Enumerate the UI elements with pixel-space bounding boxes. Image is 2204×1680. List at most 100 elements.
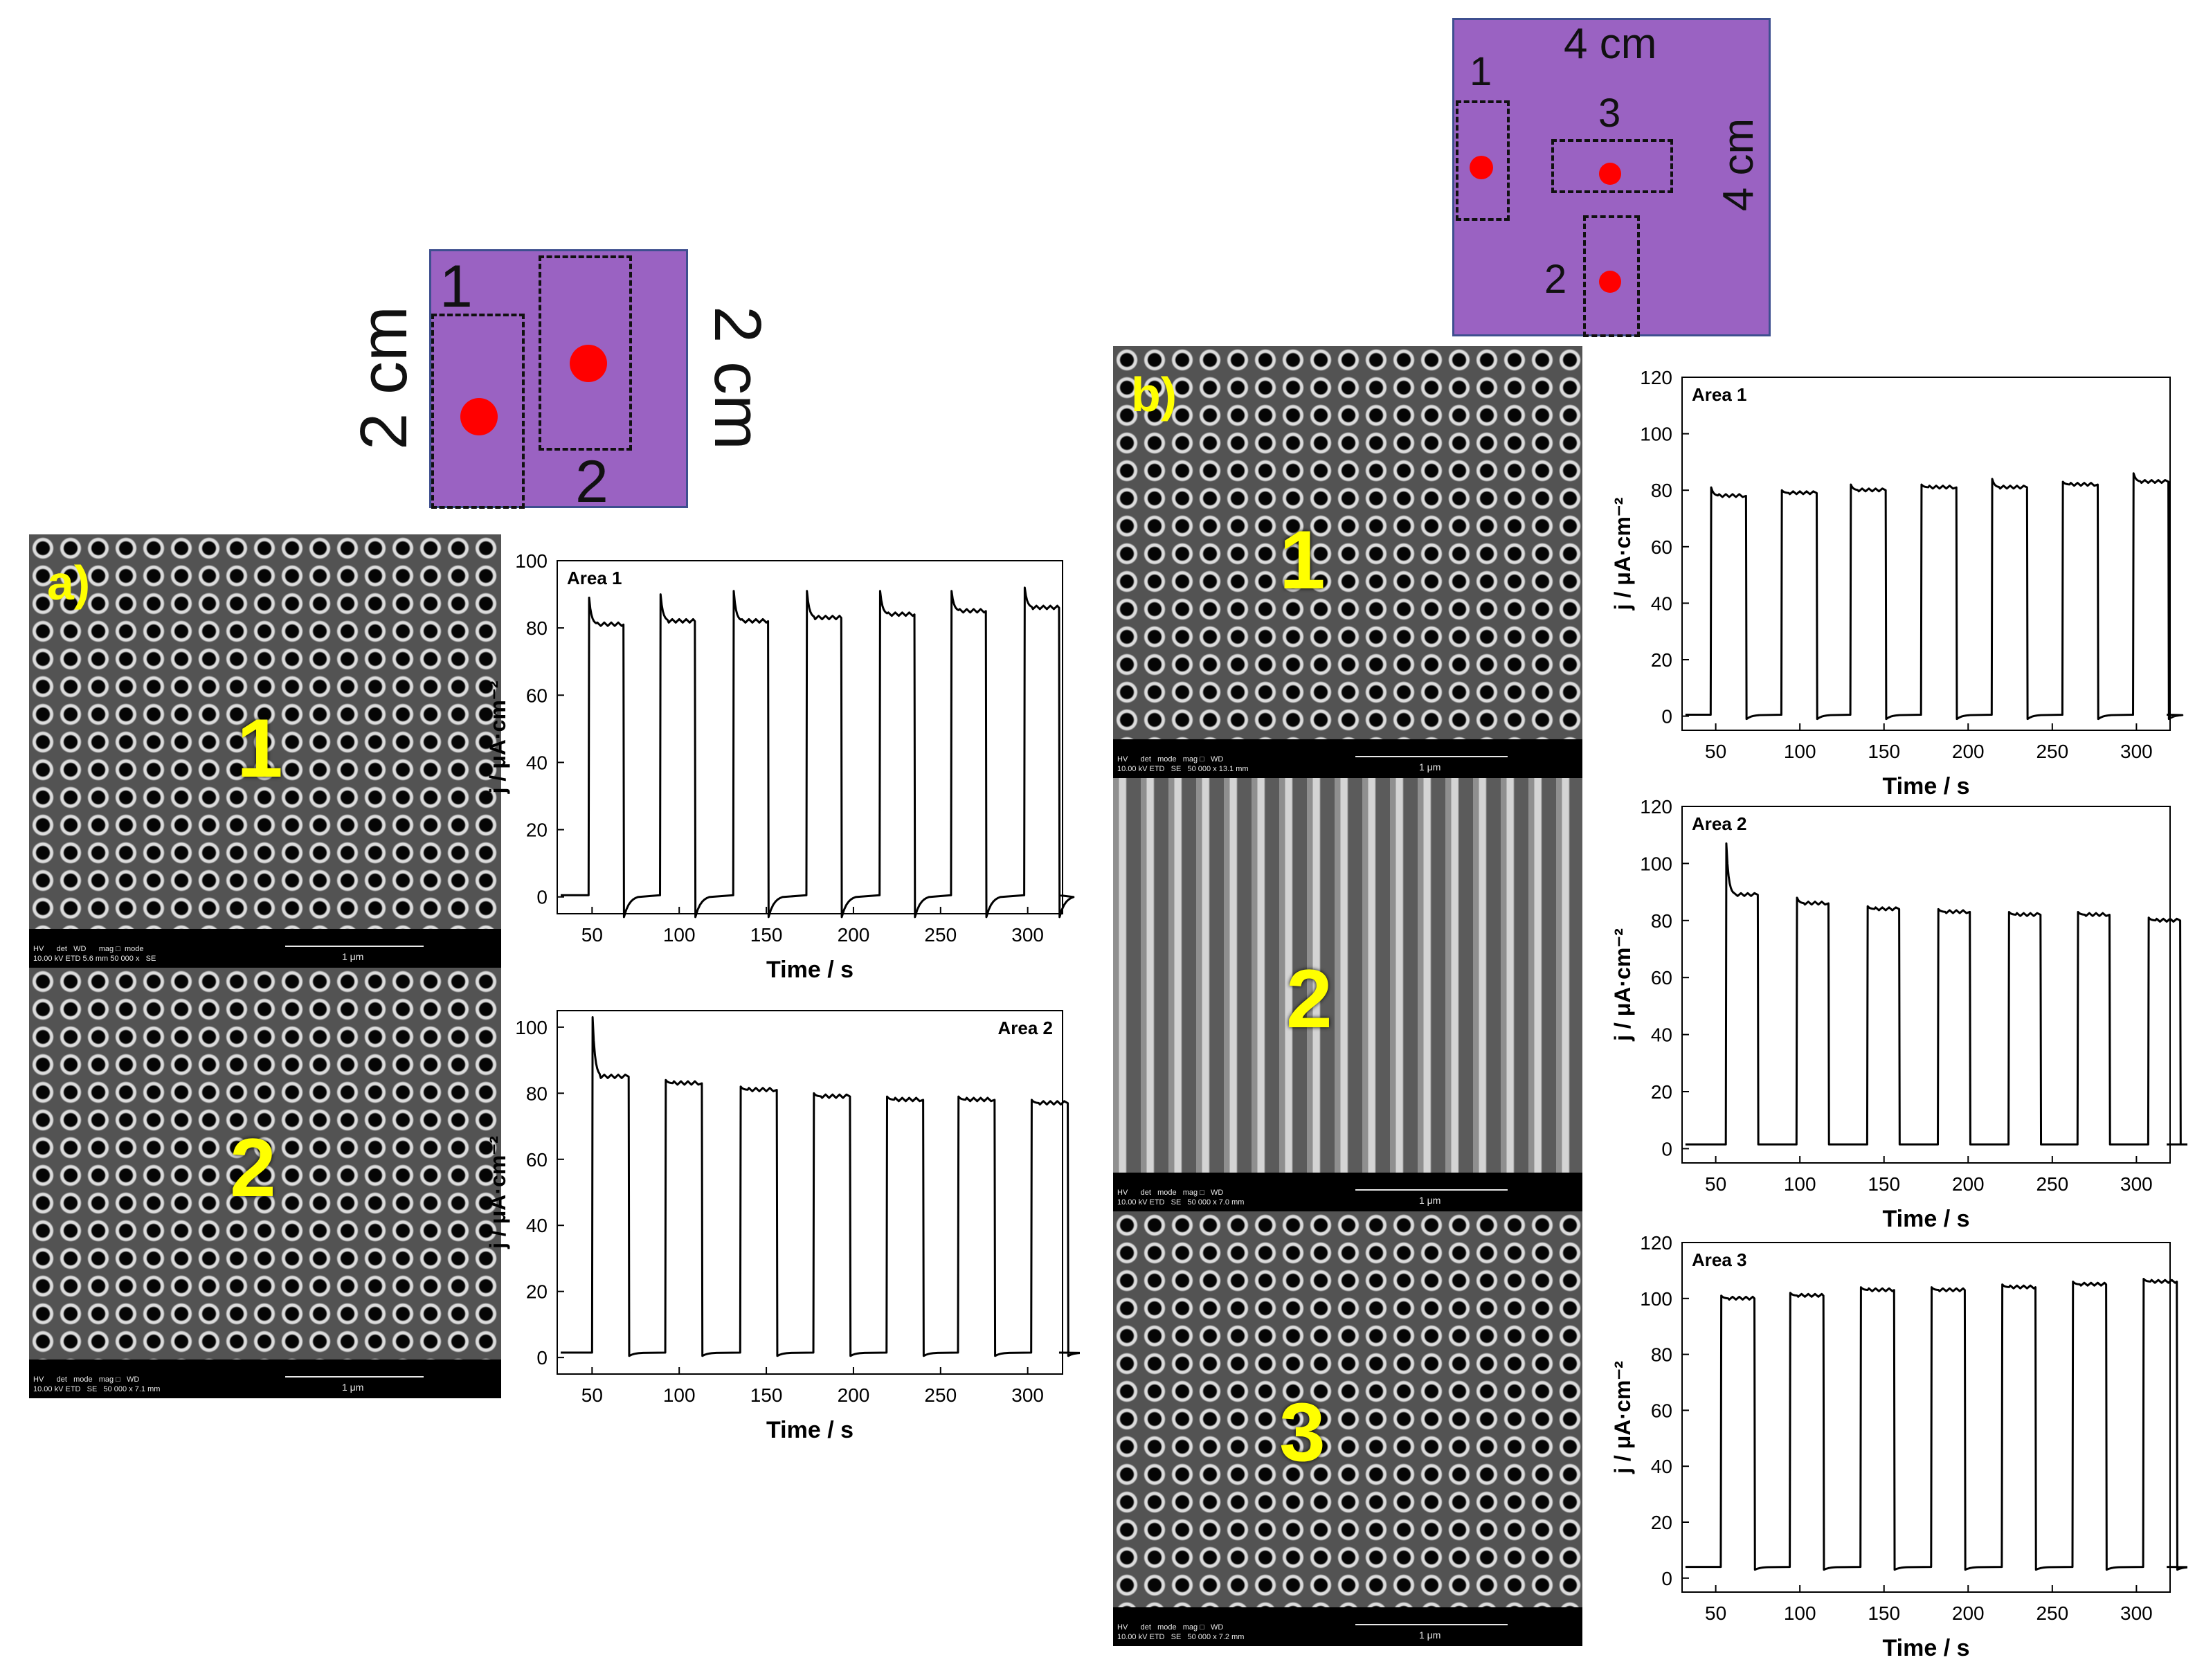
x-tick-label: 300 (1011, 1384, 1044, 1406)
y-tick-label: 60 (526, 685, 548, 706)
x-tick-label: 100 (663, 1384, 696, 1406)
plot-frame (1681, 806, 2171, 1164)
x-axis-label: Time / s (766, 957, 853, 983)
sem-image-a-area-2: HV det mode mag □ WD 10.00 kV ETD SE 50 … (29, 968, 501, 1398)
x-tick-label: 150 (750, 924, 783, 946)
x-tick-label: 200 (838, 1384, 870, 1406)
sem-image-b-area-1: HV det mode mag □ WD 10.00 kV ETD SE 50 … (1113, 346, 1582, 778)
x-tick-label: 200 (838, 924, 870, 946)
panel-a-label: a) (47, 556, 91, 610)
chart-b-area-2: 50 100 150 200 250 300 0 20 40 60 80 100 120 Time / s… (1610, 796, 2187, 1232)
x-tick-label: 150 (1868, 1602, 1900, 1624)
x-tick-label: 50 (1705, 1602, 1726, 1624)
y-tick-label: 40 (1651, 1456, 1672, 1477)
y-tick-label: 60 (526, 1149, 548, 1171)
x-tick-label: 100 (1784, 1173, 1816, 1195)
chart-title: Area 1 (1692, 384, 1747, 405)
sem-info-bar: HV det mode mag □ WD 10.00 kV ETD SE 50 … (1113, 1173, 1582, 1211)
diagram-a-right-dimension: 2 cm (701, 305, 775, 451)
y-tick-label: 60 (1651, 536, 1672, 558)
y-tick-label: 20 (526, 1281, 548, 1303)
y-axis-label: j / μA·cm⁻² (1610, 1361, 1635, 1474)
x-tick-label: 300 (1011, 924, 1044, 946)
x-tick-label: 100 (1784, 741, 1816, 762)
area-number-2: 2 (230, 1121, 276, 1214)
x-tick-label: 300 (2120, 741, 2153, 762)
sem-image-b-area-2: HV det mode mag □ WD 10.00 kV ETD SE 50 … (1113, 778, 1582, 1211)
measurement-point-2 (570, 345, 607, 382)
y-tick-label: 20 (526, 820, 548, 841)
sem-info-text: HV det mode mag □ WD 10.00 kV ETD SE 50 … (1117, 1623, 1245, 1641)
chart-a-area-2: 50 100 150 200 250 300 0 20 40 60 80 100 Time / s j /… (485, 1010, 1080, 1443)
y-tick-label: 60 (1651, 1400, 1672, 1421)
x-axis-label: Time / s (766, 1417, 853, 1443)
x-tick-label: 150 (750, 1384, 783, 1406)
scale-bar-label: 1 μm (1419, 1195, 1441, 1206)
x-tick-label: 50 (581, 1384, 603, 1406)
y-tick-label: 40 (526, 1215, 548, 1236)
area-number-1: 1 (1279, 514, 1326, 606)
x-tick-label: 150 (1868, 741, 1900, 762)
sem-info-text: HV det mode mag □ WD 10.00 kV ETD SE 50 … (1117, 755, 1249, 773)
zone-2-outline (539, 255, 632, 451)
y-tick-label: 80 (1651, 1344, 1672, 1366)
zone-1-label: 1 (1470, 49, 1492, 94)
sem-info-bar: HV det mode mag □ WD 10.00 kV ETD SE 50 … (1113, 739, 1582, 778)
y-tick-label: 60 (1651, 967, 1672, 988)
x-tick-label: 300 (2120, 1602, 2153, 1624)
scale-bar-label: 1 μm (342, 1382, 364, 1393)
x-tick-label: 100 (663, 924, 696, 946)
zone-2-label: 2 (1544, 257, 1567, 302)
area-number-3: 3 (1279, 1386, 1326, 1479)
photocurrent-series (561, 586, 1075, 919)
x-axis-label: Time / s (1883, 1635, 1970, 1661)
zone-3-outline (1551, 139, 1673, 193)
x-tick-label: 250 (2036, 1602, 2068, 1624)
chart-b-area-1: 50 100 150 200 250 300 0 20 40 60 80 100 120 Time / s… (1610, 367, 2184, 800)
y-axis-label: j / μA·cm⁻² (485, 681, 510, 795)
sem-info-text: HV det mode mag □ WD 10.00 kV ETD SE 50 … (1117, 1189, 1245, 1207)
y-tick-label: 100 (1640, 424, 1672, 445)
zone-1-label: 1 (440, 253, 473, 320)
nanotube-texture (29, 968, 501, 1360)
y-tick-label: 40 (1651, 1024, 1672, 1046)
sem-info-text: HV det mode mag □ WD 10.00 kV ETD SE 50 … (33, 1375, 161, 1393)
nanotube-texture (1113, 778, 1582, 1173)
y-tick-label: 120 (1640, 367, 1672, 388)
y-tick-label: 40 (526, 752, 548, 773)
y-tick-label: 100 (515, 550, 548, 572)
sem-info-text: HV det WD mag □ mode 10.00 kV ETD 5.6 mm… (33, 945, 156, 963)
x-axis-label: Time / s (1883, 1206, 1970, 1232)
scale-bar-label: 1 μm (1419, 761, 1441, 773)
x-tick-label: 100 (1784, 1602, 1816, 1624)
x-tick-label: 300 (2120, 1173, 2153, 1195)
photocurrent-series (1685, 472, 2184, 721)
sample-diagram-a: 1 2 (429, 249, 688, 512)
sem-info-bar: HV det WD mag □ mode 10.00 kV ETD 5.6 mm… (29, 929, 501, 968)
plot-frame (557, 1010, 1063, 1375)
y-axis-label: j / μA·cm⁻² (1610, 498, 1635, 611)
y-tick-label: 80 (1651, 910, 1672, 932)
sem-info-bar: HV det mode mag □ WD 10.00 kV ETD SE 50 … (1113, 1607, 1582, 1646)
scale-bar-label: 1 μm (342, 951, 364, 962)
y-tick-label: 20 (1651, 649, 1672, 671)
photocurrent-series (561, 1016, 1080, 1357)
nanotube-texture (1113, 1211, 1582, 1607)
scale-bar (1355, 1189, 1508, 1191)
y-tick-label: 100 (515, 1017, 548, 1038)
area-number-1: 1 (237, 702, 283, 795)
measurement-point-1 (460, 398, 498, 435)
y-tick-label: 20 (1651, 1512, 1672, 1533)
y-tick-label: 0 (1661, 706, 1672, 728)
y-tick-label: 100 (1640, 1288, 1672, 1310)
photocurrent-series (1685, 1278, 2187, 1571)
sem-info-bar: HV det mode mag □ WD 10.00 kV ETD SE 50 … (29, 1360, 501, 1398)
y-tick-label: 20 (1651, 1081, 1672, 1103)
zone-1-outline (1456, 100, 1510, 221)
y-axis-label: j / μA·cm⁻² (1610, 928, 1635, 1042)
nanotube-texture (29, 534, 501, 929)
x-tick-label: 50 (1705, 1173, 1726, 1195)
y-axis-label: j / μA·cm⁻² (485, 1136, 510, 1249)
scale-bar-label: 1 μm (1419, 1629, 1441, 1641)
x-tick-label: 150 (1868, 1173, 1900, 1195)
